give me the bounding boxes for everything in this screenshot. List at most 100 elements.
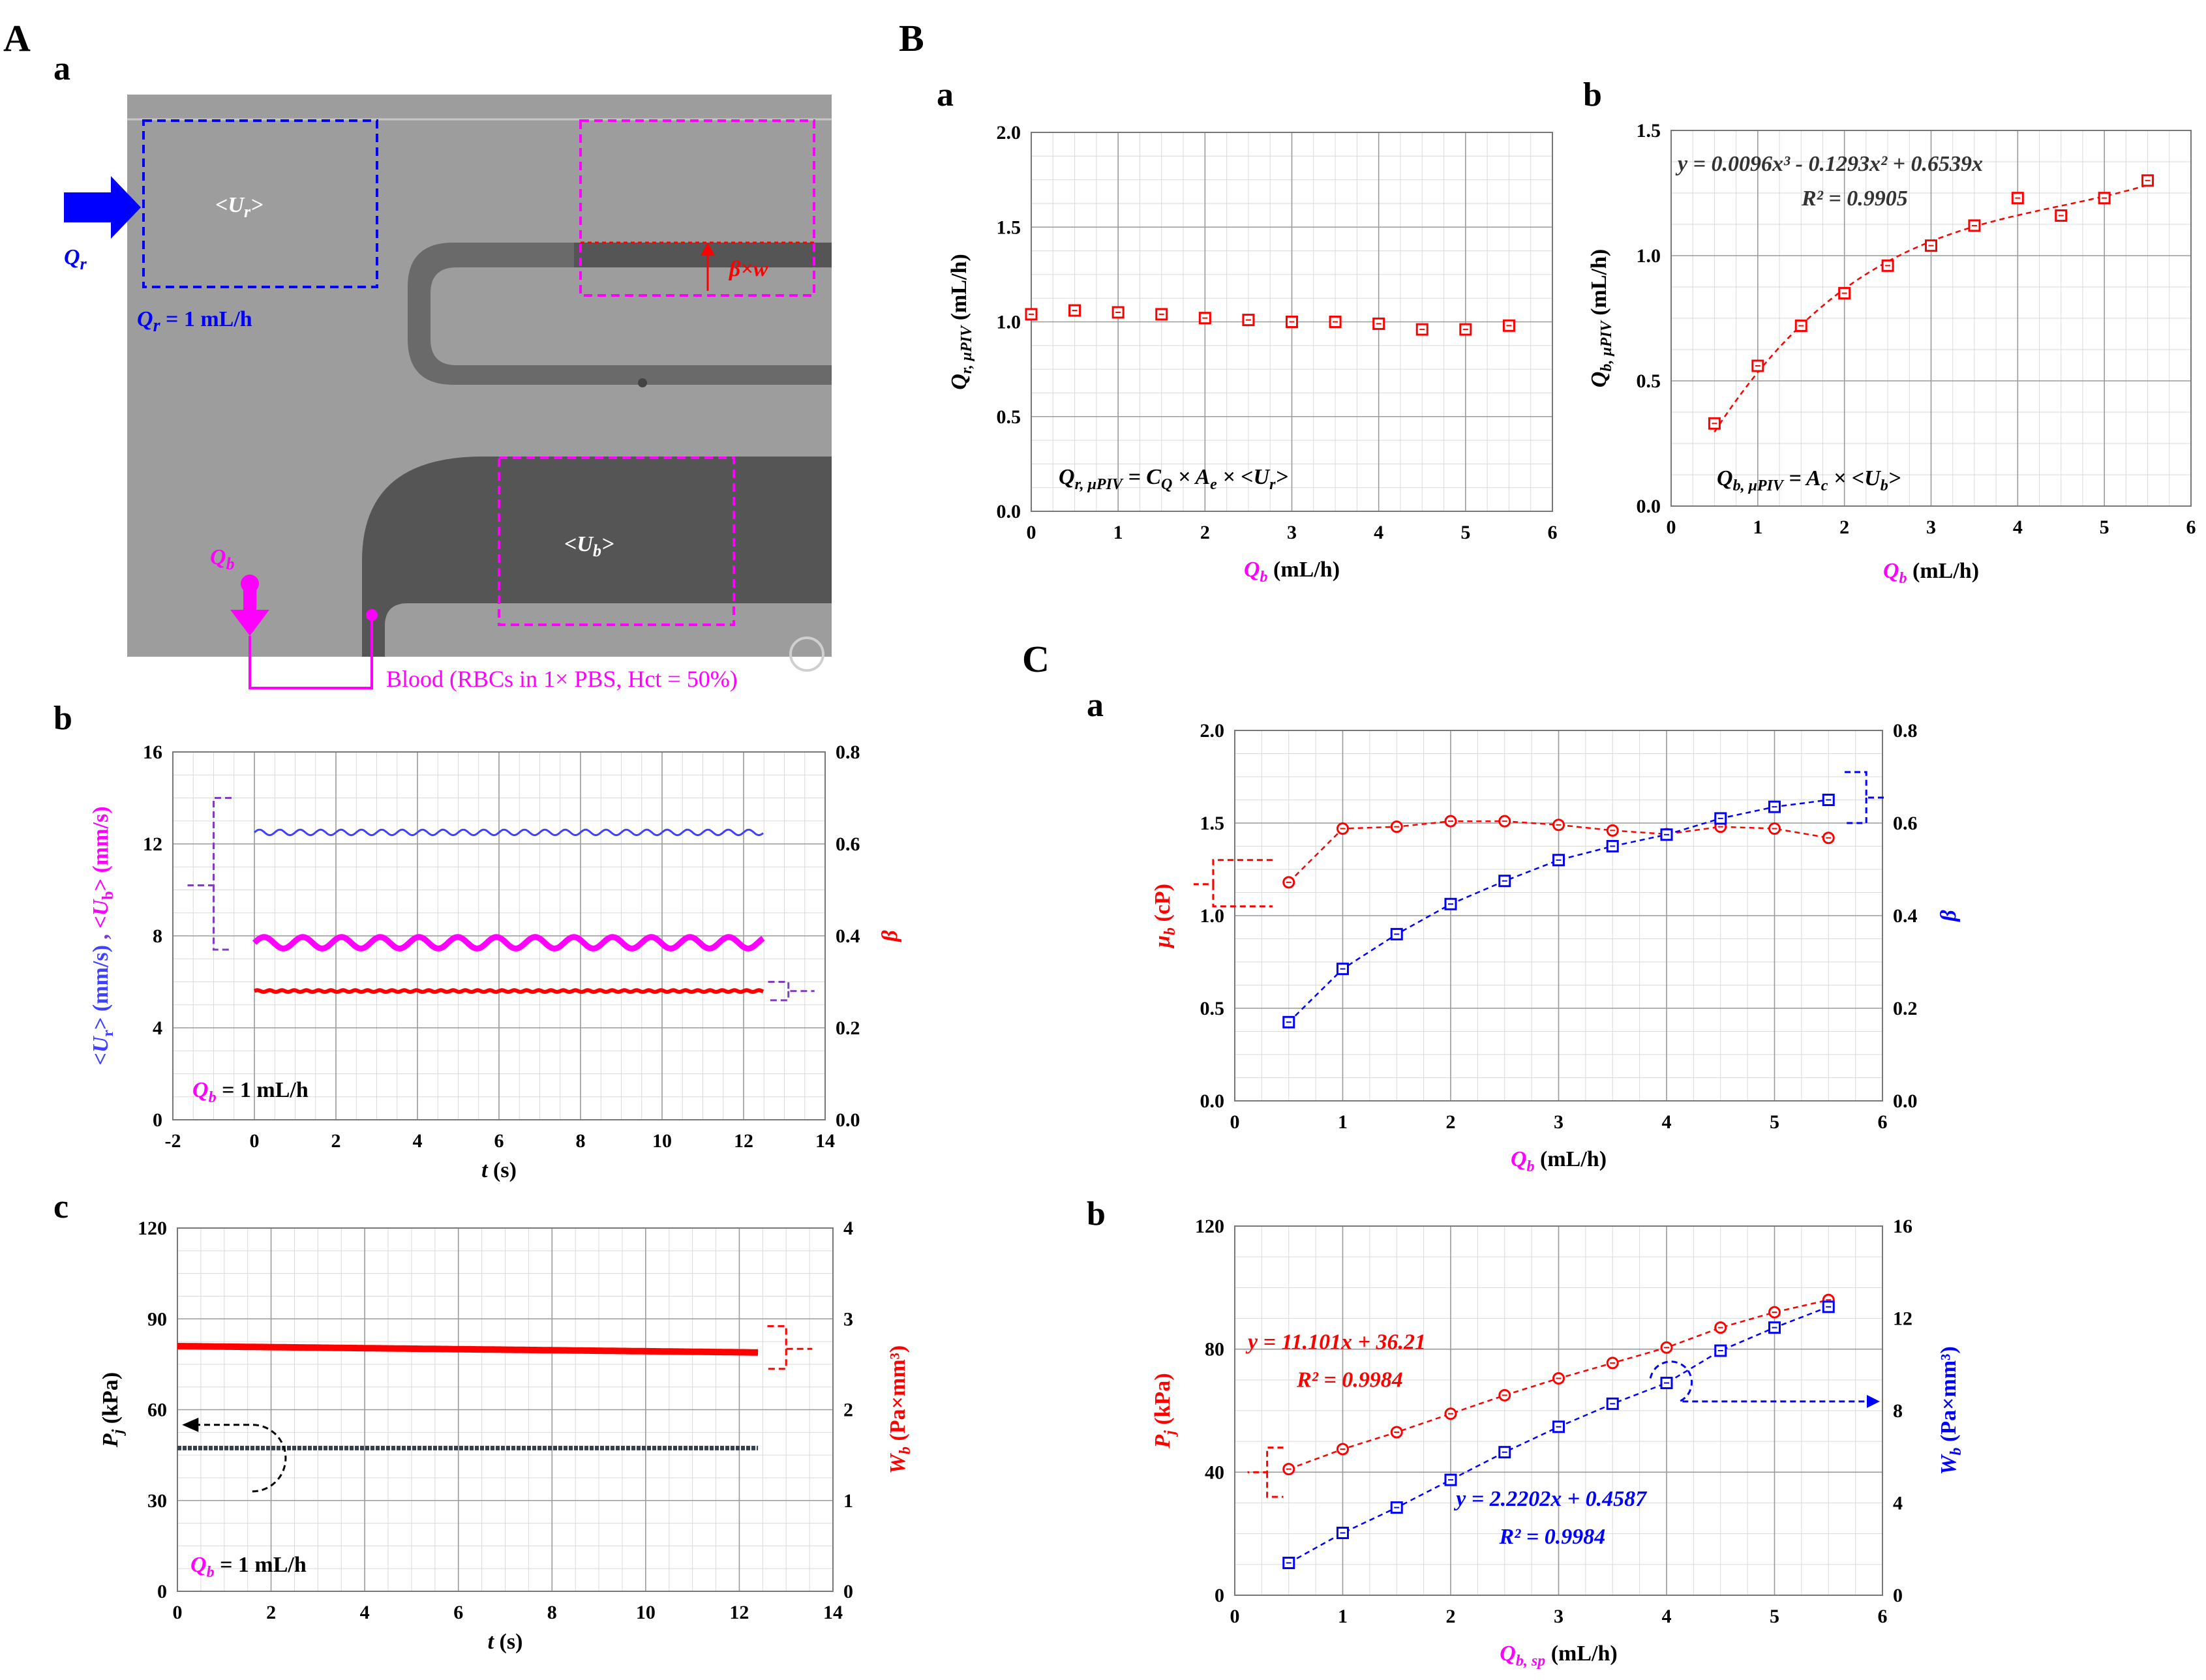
ab-plot-frame [172,751,826,1120]
ca-x-axis-label: Qb (mL/h) [1511,1147,1607,1175]
ca-y-tick-label: 2.0 [1200,720,1225,742]
ab-y-axis-label: <Ur> (mm/s) , <Ub> (mm/s) [89,806,117,1065]
cb-y-tick-label: 80 [1205,1339,1224,1360]
ab-x-tick-label: -2 [165,1130,181,1152]
panel-letter-A-c: c [53,1188,68,1225]
ab-x-tick-label: 0 [250,1130,260,1152]
ab-y-tick-label: 16 [143,742,162,763]
ca-x-tick-label: 6 [1878,1111,1888,1133]
chart-qb-piv: 0 1 2 3 4 5 6 0.0 0.5 1.0 1.5 y = 0.0096x³ - 0.1293… [1587,120,2196,587]
cb-y2-tick-label: 12 [1893,1308,1912,1330]
ac-x-tick-label: 4 [360,1602,370,1623]
cb-y2-tick-label: 0 [1893,1585,1903,1606]
ac-y-axis-label: Pj (kPa) [98,1372,127,1448]
ab-x-axis-label: t (s) [481,1158,517,1182]
ac-axis-arrowhead [182,1417,199,1432]
ab-annotation: Qb = 1 mL/h [192,1078,309,1106]
ac-y2-tick-label: 4 [843,1218,853,1239]
ca-y2-tick-label: 0.8 [1893,720,1918,742]
bb-x-tick-label: 4 [2013,517,2023,538]
cb-x-tick-label: 4 [1662,1606,1672,1627]
ab-x-tick-label: 12 [734,1130,753,1152]
ca-y2-tick-label: 0.6 [1893,813,1918,834]
bb-equation: Qb, μPIV = Ac × <Ub> [1717,466,1901,494]
cb-x-tick-label: 6 [1878,1606,1888,1627]
ac-series-line [177,1343,759,1356]
ba-equation: Qr, μPIV = CQ × Ae × <Ur> [1059,465,1288,493]
ac-y2-axis-label: Wb (Pa×mm³) [886,1345,914,1474]
ba-x-tick-label: 1 [1113,522,1123,543]
cb-y2-tick-label: 16 [1893,1216,1912,1237]
ab-bracket-right [768,981,815,1002]
ub-roi-box [498,457,735,626]
cb-y2-axis-label: Wb (Pa×mm³) [1937,1346,1965,1475]
blood-description: Blood (RBCs in 1× PBS, Hct = 50%) [386,666,738,692]
ca-bracket-right [1845,771,1886,824]
cb-x-tick-label: 0 [1230,1606,1240,1627]
panel-letter-A-b: b [53,700,72,737]
ba-y-tick-label: 0.0 [997,501,1021,522]
ur-label: <Ur> [215,193,263,221]
qb-arrowhead [230,610,269,636]
outlet-ring [789,637,824,672]
bb-y-tick-label: 1.5 [1637,120,1661,142]
cb-x-tick-label: 1 [1338,1606,1348,1627]
ac-x-tick-label: 8 [547,1602,557,1623]
panel-letter-B: B [899,17,924,59]
ab-x-tick-label: 6 [494,1130,504,1152]
lower-channel-body [362,457,832,657]
ab-y-tick-label: 4 [153,1017,162,1039]
bb-x-tick-label: 6 [2186,517,2196,538]
cb-fit2-equation: y = 2.2202x + 0.4587 [1453,1487,1648,1511]
panel-letter-A-a: a [53,50,70,87]
bb-x-tick-label: 5 [2100,517,2109,538]
bb-y-tick-label: 1.0 [1637,245,1661,267]
panel-letter-B-b: b [1583,76,1602,113]
ab-bracket-left [187,797,232,951]
ba-x-axis-label: Qb (mL/h) [1244,558,1340,586]
ca-x-tick-label: 0 [1230,1111,1240,1133]
cb-axis-arrow [1649,1360,1872,1403]
ca-y2-axis-label: β [1937,910,1961,923]
ca-x-tick-label: 1 [1338,1111,1348,1133]
cb-axis-arrowhead [1867,1394,1880,1408]
panel-letter-C: C [1022,638,1050,680]
ac-bracket-right [767,1325,813,1370]
cb-x-axis-label: Qb, sp (mL/h) [1500,1642,1617,1670]
cb-fit2-r2: R² = 0.9984 [1498,1525,1605,1549]
ab-series-line [252,934,765,952]
ab-x-tick-label: 8 [576,1130,586,1152]
chart-qr-piv: 0 1 2 3 4 5 6 0.0 0.5 1.0 1.5 2.0 Qb (mL/h) Qr, μPIV … [947,122,1558,586]
ca-y-tick-label: 1.5 [1200,813,1225,834]
ac-x-tick-label: 6 [453,1602,463,1623]
cb-x-tick-label: 3 [1554,1606,1564,1627]
beta-w-label: β×w [728,257,768,281]
cb-fit1-r2: R² = 0.9984 [1296,1368,1403,1392]
ab-y2-tick-label: 0.4 [836,925,860,947]
ab-y2-tick-label: 0.2 [836,1017,860,1039]
cb-y2-tick-label: 4 [1893,1493,1903,1514]
ac-y-tick-label: 120 [138,1218,167,1239]
panel-letter-A: A [3,17,31,59]
ab-x-tick-label: 14 [815,1130,835,1152]
ba-x-tick-label: 2 [1200,522,1210,543]
ac-y-tick-label: 0 [157,1581,167,1602]
bb-y-tick-label: 0.0 [1637,496,1661,517]
panel-letter-C-a: a [1087,687,1104,724]
cb-bracket-left [1247,1447,1284,1498]
ac-x-tick-label: 10 [636,1602,656,1623]
bb-y-axis-label: Qb, μPIV (mL/h) [1587,249,1615,387]
ac-plot-frame [177,1227,834,1592]
ba-x-tick-label: 3 [1287,522,1297,543]
ab-y-tick-label: 0 [153,1109,162,1131]
cb-y-tick-label: 120 [1195,1216,1224,1237]
ac-axis-arrow [184,1424,287,1493]
ac-y-tick-label: 90 [147,1308,167,1330]
ab-y-tick-label: 12 [143,833,162,855]
ab-series-line [254,828,764,837]
micrograph: <Ur> <Ub> β×w Qr Qr = 1 mL/h Qb Blood (R… [64,95,832,692]
ca-x-tick-label: 3 [1554,1111,1564,1133]
